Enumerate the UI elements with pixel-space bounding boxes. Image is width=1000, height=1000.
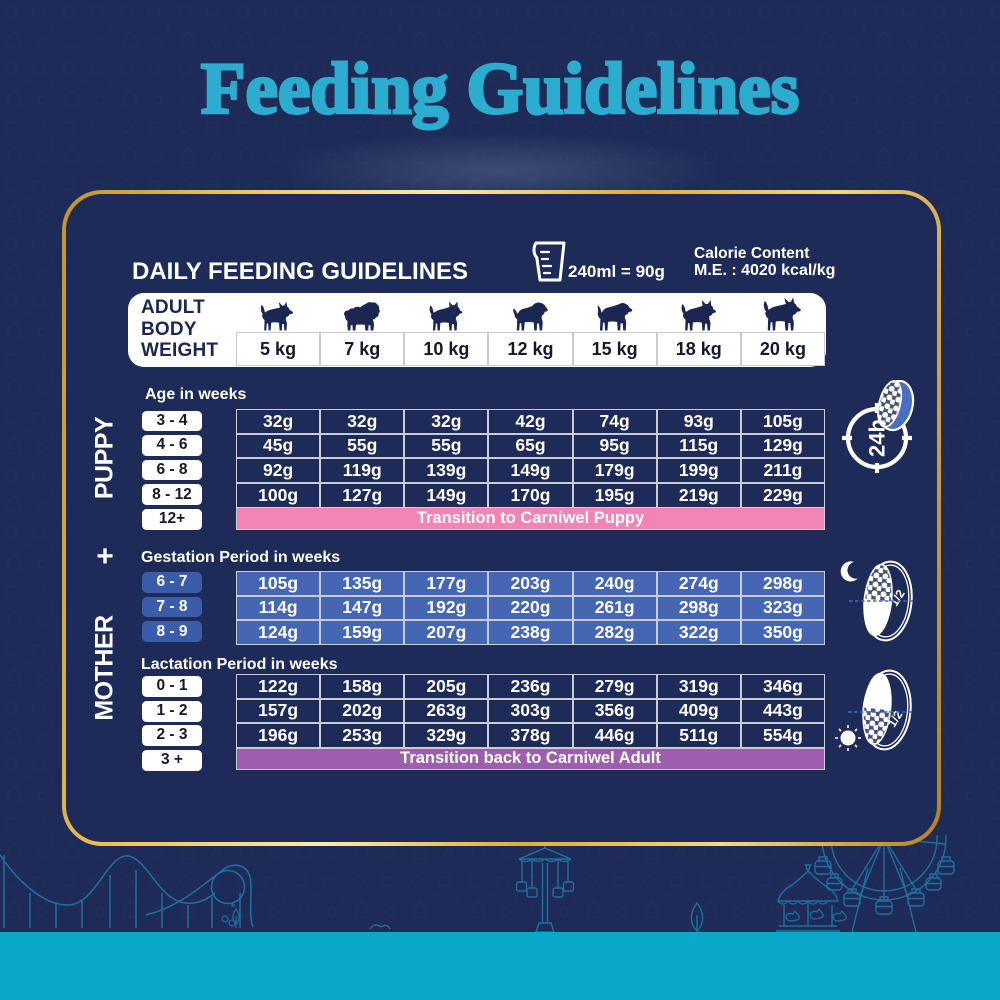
svg-text:24h: 24h (865, 419, 890, 457)
